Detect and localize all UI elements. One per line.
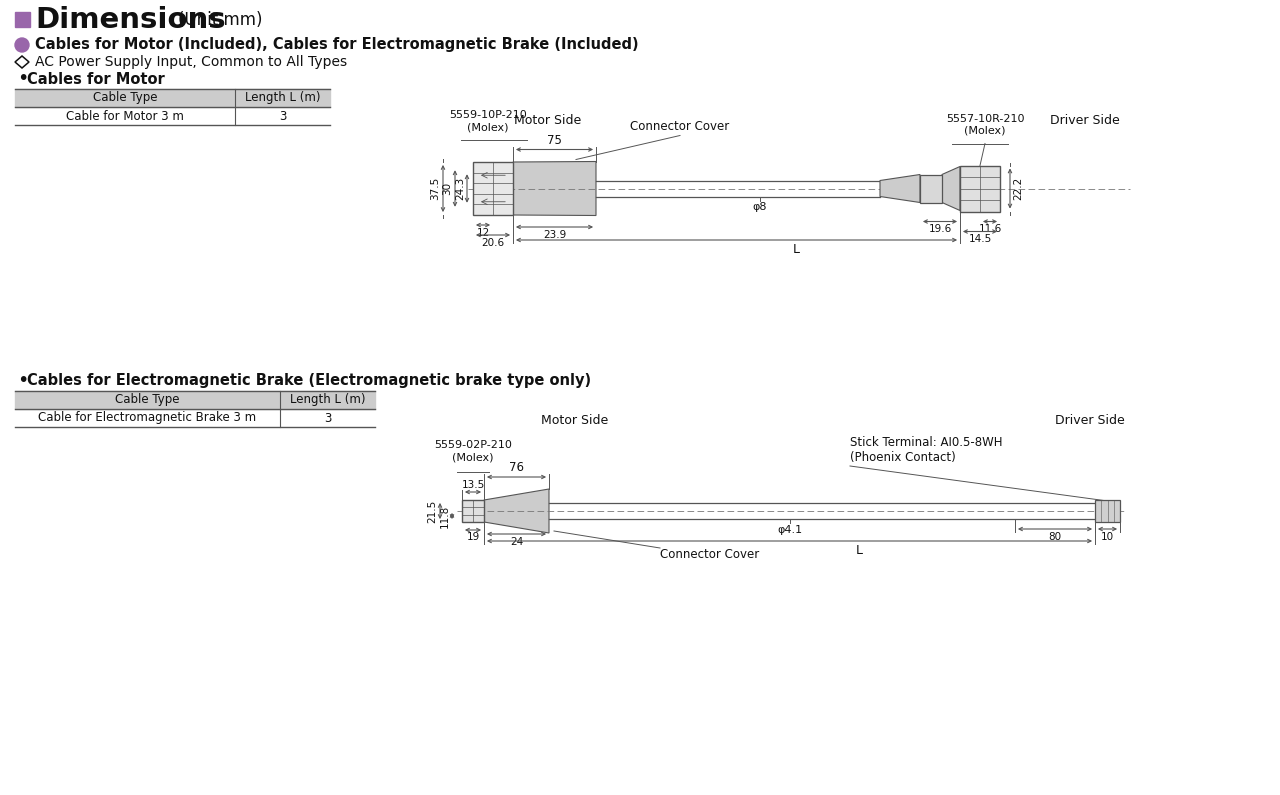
Text: L: L bbox=[856, 544, 863, 557]
Text: 12: 12 bbox=[476, 228, 490, 238]
Text: 5559-02P-210
(Molex): 5559-02P-210 (Molex) bbox=[434, 440, 512, 462]
Text: Dimensions: Dimensions bbox=[35, 6, 225, 34]
Text: 5557-10R-210
(Molex): 5557-10R-210 (Molex) bbox=[946, 114, 1024, 135]
Text: 23.9: 23.9 bbox=[543, 230, 566, 240]
Text: 24.3: 24.3 bbox=[454, 176, 465, 200]
Bar bbox=[280, 391, 375, 409]
Text: 75: 75 bbox=[547, 134, 562, 146]
Text: Stick Terminal: AI0.5-8WH
(Phoenix Contact): Stick Terminal: AI0.5-8WH (Phoenix Conta… bbox=[850, 436, 1002, 464]
Text: Cable for Electromagnetic Brake 3 m: Cable for Electromagnetic Brake 3 m bbox=[38, 412, 256, 425]
Circle shape bbox=[15, 38, 29, 52]
Text: Cable Type: Cable Type bbox=[92, 91, 157, 104]
Text: 11.8: 11.8 bbox=[440, 504, 451, 528]
Text: 24: 24 bbox=[509, 537, 524, 547]
Text: 21.5: 21.5 bbox=[428, 499, 436, 522]
Text: 19.6: 19.6 bbox=[928, 224, 951, 235]
Text: 11.6: 11.6 bbox=[978, 224, 1002, 235]
Polygon shape bbox=[513, 161, 596, 215]
Text: Driver Side: Driver Side bbox=[1050, 114, 1120, 127]
Text: Connector Cover: Connector Cover bbox=[630, 121, 730, 134]
Text: 22.2: 22.2 bbox=[1012, 176, 1023, 200]
Polygon shape bbox=[942, 166, 960, 211]
Text: 37.5: 37.5 bbox=[430, 176, 440, 200]
Text: Driver Side: Driver Side bbox=[1055, 414, 1125, 427]
Text: Length L (m): Length L (m) bbox=[289, 394, 365, 406]
Text: Cables for Motor: Cables for Motor bbox=[27, 72, 165, 87]
Text: Motor Side: Motor Side bbox=[515, 114, 581, 127]
Text: φ8: φ8 bbox=[753, 203, 767, 212]
Polygon shape bbox=[484, 489, 549, 533]
Text: Motor Side: Motor Side bbox=[541, 414, 608, 427]
Text: Cables for Electromagnetic Brake (Electromagnetic brake type only): Cables for Electromagnetic Brake (Electr… bbox=[27, 373, 591, 387]
Text: Cable Type: Cable Type bbox=[115, 394, 179, 406]
Bar bbox=[15, 391, 280, 409]
Bar bbox=[236, 89, 330, 107]
Text: 76: 76 bbox=[509, 461, 524, 474]
Text: 80: 80 bbox=[1048, 532, 1061, 542]
Bar bbox=[474, 162, 513, 215]
Text: 10: 10 bbox=[1101, 532, 1114, 542]
Polygon shape bbox=[881, 174, 920, 203]
Bar bbox=[920, 174, 942, 203]
Bar bbox=[15, 12, 29, 27]
Bar bbox=[1094, 500, 1120, 522]
Text: 19: 19 bbox=[466, 532, 480, 542]
Text: Cable for Motor 3 m: Cable for Motor 3 m bbox=[67, 110, 184, 122]
Text: 5559-10P-210
(Molex): 5559-10P-210 (Molex) bbox=[449, 111, 527, 132]
Text: Cables for Motor (Included), Cables for Electromagnetic Brake (Included): Cables for Motor (Included), Cables for … bbox=[35, 37, 639, 52]
Text: •: • bbox=[17, 370, 28, 390]
Text: 13.5: 13.5 bbox=[461, 480, 485, 490]
Text: •: • bbox=[17, 69, 28, 88]
Text: 30: 30 bbox=[442, 182, 452, 195]
Text: 3: 3 bbox=[279, 110, 287, 122]
Bar bbox=[960, 165, 1000, 211]
Text: 20.6: 20.6 bbox=[481, 238, 504, 248]
Text: Connector Cover: Connector Cover bbox=[660, 548, 759, 561]
Text: L: L bbox=[794, 243, 800, 256]
Bar bbox=[462, 500, 484, 522]
Text: AC Power Supply Input, Common to All Types: AC Power Supply Input, Common to All Typ… bbox=[35, 55, 347, 69]
Text: 14.5: 14.5 bbox=[969, 235, 992, 245]
Text: 3: 3 bbox=[324, 412, 332, 425]
Text: φ4.1: φ4.1 bbox=[777, 525, 803, 535]
Bar bbox=[15, 89, 236, 107]
Text: Length L (m): Length L (m) bbox=[244, 91, 320, 104]
Text: (Unit mm): (Unit mm) bbox=[178, 11, 262, 29]
